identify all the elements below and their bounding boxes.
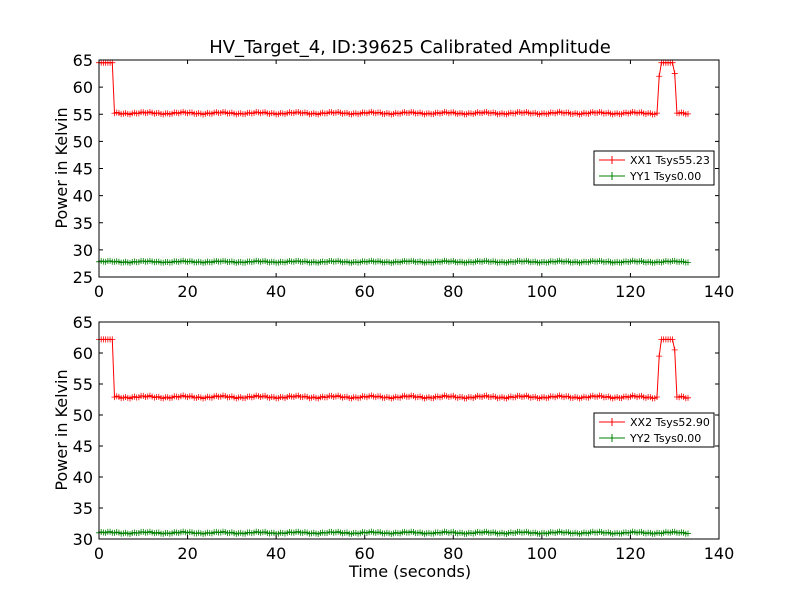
top-series-layer (96, 59, 691, 266)
top-ytick-label: 55 (73, 105, 93, 124)
bottom-panel: Power in Kelvin Time (seconds) 0 20 40 60 80… (52, 313, 734, 581)
bottom-xtick-label: 20 (177, 544, 197, 563)
bottom-ytick-label: 55 (73, 375, 93, 394)
top-data-point-yy1 (685, 259, 691, 266)
bottom-series-layer (96, 336, 691, 538)
top-data-point-xx1 (671, 70, 678, 77)
bottom-ytick-label: 65 (73, 313, 93, 332)
top-data-point-xx1 (656, 73, 663, 80)
bottom-ytick-label: 50 (73, 406, 93, 425)
bottom-legend-label-yy2: YY2 Tsys0.00 (629, 432, 701, 445)
bottom-xtick-label: 80 (443, 544, 463, 563)
top-panel: Power in Kelvin 0 20 40 60 80 100 120 140 25 30 35… (52, 51, 734, 301)
top-ytick-label: 45 (73, 160, 93, 179)
top-legend-marker-yy1 (608, 172, 616, 180)
top-legend-label-xx1: XX1 Tsys55.23 (630, 154, 710, 167)
top-xtick-label: 40 (266, 282, 286, 301)
top-ytick-label: 35 (73, 214, 93, 233)
top-legend: XX1 Tsys55.23 YY1 Tsys0.00 (593, 150, 715, 186)
top-legend-label-yy1: YY1 Tsys0.00 (629, 170, 701, 183)
top-plot-frame (98, 59, 720, 278)
top-ytick-label: 50 (73, 132, 93, 151)
top-xtick-label: 80 (443, 282, 463, 301)
top-legend-marker-xx1 (608, 156, 616, 164)
top-legend-box (593, 150, 715, 186)
top-ytick-label: 65 (73, 51, 93, 70)
top-data-point-xx1 (685, 110, 691, 117)
bottom-ytick-label: 40 (73, 468, 93, 487)
top-ytick-label: 25 (73, 268, 93, 287)
top-data-point-xx1 (669, 59, 676, 66)
top-data-point-xx1 (654, 110, 660, 117)
top-ylabel: Power in Kelvin (52, 107, 71, 228)
top-xtick-label: 120 (615, 282, 646, 301)
bottom-data-point-xx2 (671, 346, 678, 353)
bottom-ytick-label: 45 (73, 437, 93, 456)
bottom-legend-marker-xx2 (608, 418, 616, 426)
bottom-series-markers-xx2 (96, 336, 691, 402)
bottom-ylabel: Power in Kelvin (52, 369, 71, 490)
top-series-markers-xx1 (96, 59, 691, 118)
top-ytick-label: 30 (73, 241, 93, 260)
bottom-xtick-label: 0 (94, 544, 104, 563)
top-xtick-label: 0 (94, 282, 104, 301)
bottom-data-point-yy2 (685, 530, 691, 537)
bottom-xtick-label: 60 (355, 544, 375, 563)
bottom-xlabel: Time (seconds) (348, 562, 471, 581)
bottom-series-markers-yy2 (96, 528, 691, 538)
bottom-ytick-label: 60 (73, 344, 93, 363)
top-xtick-label: 100 (527, 282, 558, 301)
bottom-ytick-label: 35 (73, 499, 93, 518)
bottom-tick-layer: 0 20 40 60 80 100 120 140 30 35 40 45 50 55 60 65 (73, 313, 735, 563)
bottom-legend-marker-yy2 (608, 434, 616, 442)
top-xtick-label: 20 (177, 282, 197, 301)
top-ytick-label: 60 (73, 78, 93, 97)
bottom-data-point-xx2 (109, 336, 116, 343)
bottom-legend-label-xx2: XX2 Tsys52.90 (630, 416, 710, 429)
chart-title: HV_Target_4, ID:39625 Calibrated Amplitu… (209, 37, 611, 58)
bottom-xtick-label: 140 (704, 544, 735, 563)
top-series-markers-yy1 (96, 257, 691, 266)
bottom-data-point-xx2 (685, 394, 691, 401)
bottom-data-point-xx2 (669, 336, 676, 343)
bottom-ytick-label: 30 (73, 530, 93, 549)
bottom-legend-box (593, 412, 715, 448)
bottom-xtick-label: 120 (615, 544, 646, 563)
bottom-data-point-xx2 (656, 353, 663, 360)
top-data-point-xx1 (109, 59, 116, 66)
bottom-data-point-xx2 (654, 393, 660, 400)
top-xtick-label: 140 (704, 282, 735, 301)
top-ytick-label: 40 (73, 187, 93, 206)
bottom-plot-frame (98, 321, 720, 540)
bottom-legend: XX2 Tsys52.90 YY2 Tsys0.00 (593, 412, 715, 448)
bottom-xtick-label: 100 (527, 544, 558, 563)
bottom-xtick-label: 40 (266, 544, 286, 563)
top-xtick-label: 60 (355, 282, 375, 301)
